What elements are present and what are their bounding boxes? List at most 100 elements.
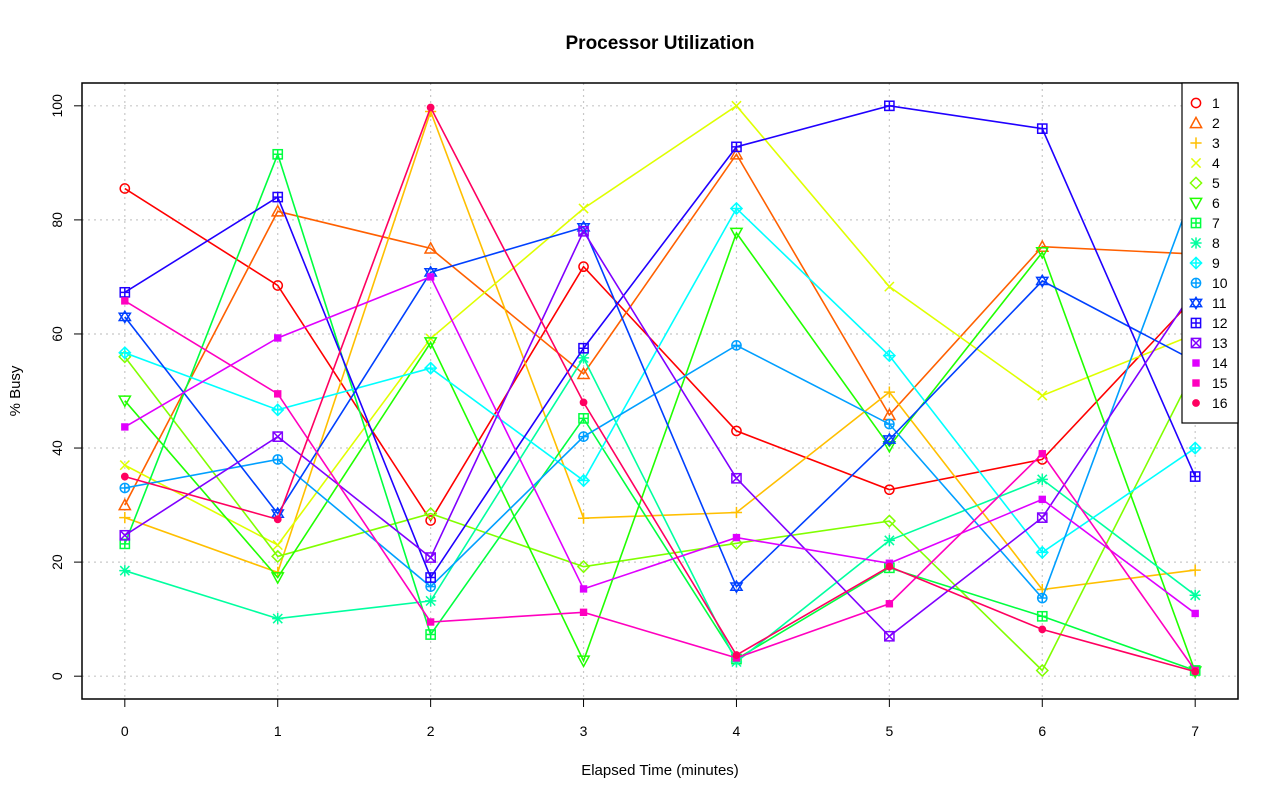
series-8-point — [119, 565, 131, 577]
series-1-point — [578, 261, 589, 273]
series-12-point — [272, 191, 284, 203]
series-15-line — [124, 300, 1196, 671]
series-11-point — [1035, 273, 1050, 288]
x-tick-label: 7 — [1191, 723, 1199, 739]
legend-label-8: 8 — [1212, 235, 1220, 251]
y-tick-label: 0 — [49, 672, 65, 680]
series-15-point — [1038, 450, 1046, 458]
series-13-point — [578, 225, 589, 237]
series-9-line — [124, 207, 1196, 554]
series-14-point — [579, 585, 588, 593]
legend-label-15: 15 — [1212, 375, 1228, 391]
series-4-point — [731, 100, 742, 111]
x-tick-label: 3 — [580, 723, 588, 739]
series-7-point — [1036, 610, 1048, 622]
series-7-point — [425, 629, 436, 640]
legend-label-6: 6 — [1212, 195, 1220, 211]
y-tick-label: 80 — [49, 212, 65, 228]
series-14 — [121, 273, 1199, 618]
series-3-point — [577, 512, 590, 524]
legend-label-13: 13 — [1212, 335, 1228, 351]
series-16-point — [732, 651, 741, 659]
series-6-point — [882, 440, 897, 454]
x-tick-label: 2 — [427, 723, 435, 739]
x-tick-label: 0 — [121, 723, 129, 739]
series-15-point — [579, 608, 588, 617]
series-1-point — [731, 425, 742, 437]
series-16-point — [120, 472, 129, 481]
series-2-line — [124, 152, 1196, 506]
series-9-point — [271, 403, 285, 417]
legend-label-1: 1 — [1212, 95, 1220, 111]
series-4-point — [578, 203, 589, 214]
series-layer — [117, 100, 1203, 679]
legend-marker-3 — [1190, 137, 1202, 149]
series-5-point — [729, 536, 744, 550]
series-16-point — [1038, 625, 1047, 634]
series-14-line — [124, 275, 1196, 615]
axes: 0 1 2 3 4 5 6 7 0 20 40 60 80 100 — [49, 94, 1199, 739]
series-15-point — [121, 297, 129, 305]
series-10-point — [1036, 592, 1048, 604]
series-4-point — [1037, 390, 1048, 401]
series-16-point — [1191, 667, 1200, 676]
series-13-point — [731, 472, 742, 484]
series-16 — [120, 103, 1200, 676]
series-6 — [117, 227, 1203, 679]
legend-marker-14 — [1192, 359, 1200, 367]
legend-label-9: 9 — [1212, 255, 1220, 271]
series-2-point — [270, 204, 285, 217]
series-5-point — [1035, 663, 1049, 678]
series-10-point — [119, 482, 131, 494]
series-12-point — [119, 286, 131, 298]
x-tick-label: 6 — [1038, 723, 1046, 739]
series-11-point — [117, 309, 132, 324]
series-12-line — [124, 104, 1196, 580]
series-13 — [119, 225, 1201, 642]
legend-label-12: 12 — [1212, 315, 1228, 331]
series-15-point — [274, 390, 282, 398]
series-13-line — [124, 229, 1196, 638]
series-1-point — [272, 280, 284, 291]
legend-marker-12 — [1190, 317, 1202, 329]
series-10-point — [731, 340, 742, 351]
legend-label-2: 2 — [1212, 115, 1220, 131]
series-6-point — [1035, 247, 1050, 260]
series-7-point — [272, 148, 284, 160]
legend-marker-7 — [1190, 217, 1202, 229]
legend-marker-4 — [1190, 157, 1202, 169]
y-tick-label: 60 — [49, 326, 65, 342]
series-3-point — [730, 506, 743, 519]
series-6-point — [423, 337, 438, 350]
legend-marker-9 — [1189, 256, 1203, 270]
series-5-point — [576, 560, 591, 574]
x-tick-label: 4 — [733, 723, 741, 739]
series-14-point — [121, 423, 129, 431]
series-5-point — [882, 514, 897, 528]
x-tick-label: 5 — [885, 723, 893, 739]
legend-label-5: 5 — [1212, 175, 1220, 191]
series-11-point — [729, 579, 744, 594]
series-16-line — [124, 105, 1196, 673]
legend-label-3: 3 — [1212, 135, 1220, 151]
series-2 — [117, 147, 1203, 511]
chart-title: Processor Utilization — [566, 33, 755, 54]
y-axis-label: % Busy — [7, 365, 24, 416]
y-tick-label: 100 — [49, 94, 65, 118]
series-12-point — [1036, 123, 1048, 134]
legend-box — [1181, 82, 1239, 424]
series-9-point — [1035, 545, 1049, 560]
series-16-point — [885, 562, 894, 571]
series-3-point — [883, 386, 895, 398]
series-9-point — [423, 361, 438, 375]
x-axis-label: Elapsed Time (minutes) — [581, 762, 739, 779]
series-5-point — [271, 549, 285, 564]
series-2-point — [117, 497, 132, 511]
legend-label-10: 10 — [1212, 275, 1228, 291]
series-8-point — [425, 595, 437, 607]
legend-marker-11 — [1189, 295, 1203, 311]
series-16-point — [273, 515, 282, 524]
series-12-point — [884, 100, 895, 112]
series-14-point — [426, 273, 435, 281]
